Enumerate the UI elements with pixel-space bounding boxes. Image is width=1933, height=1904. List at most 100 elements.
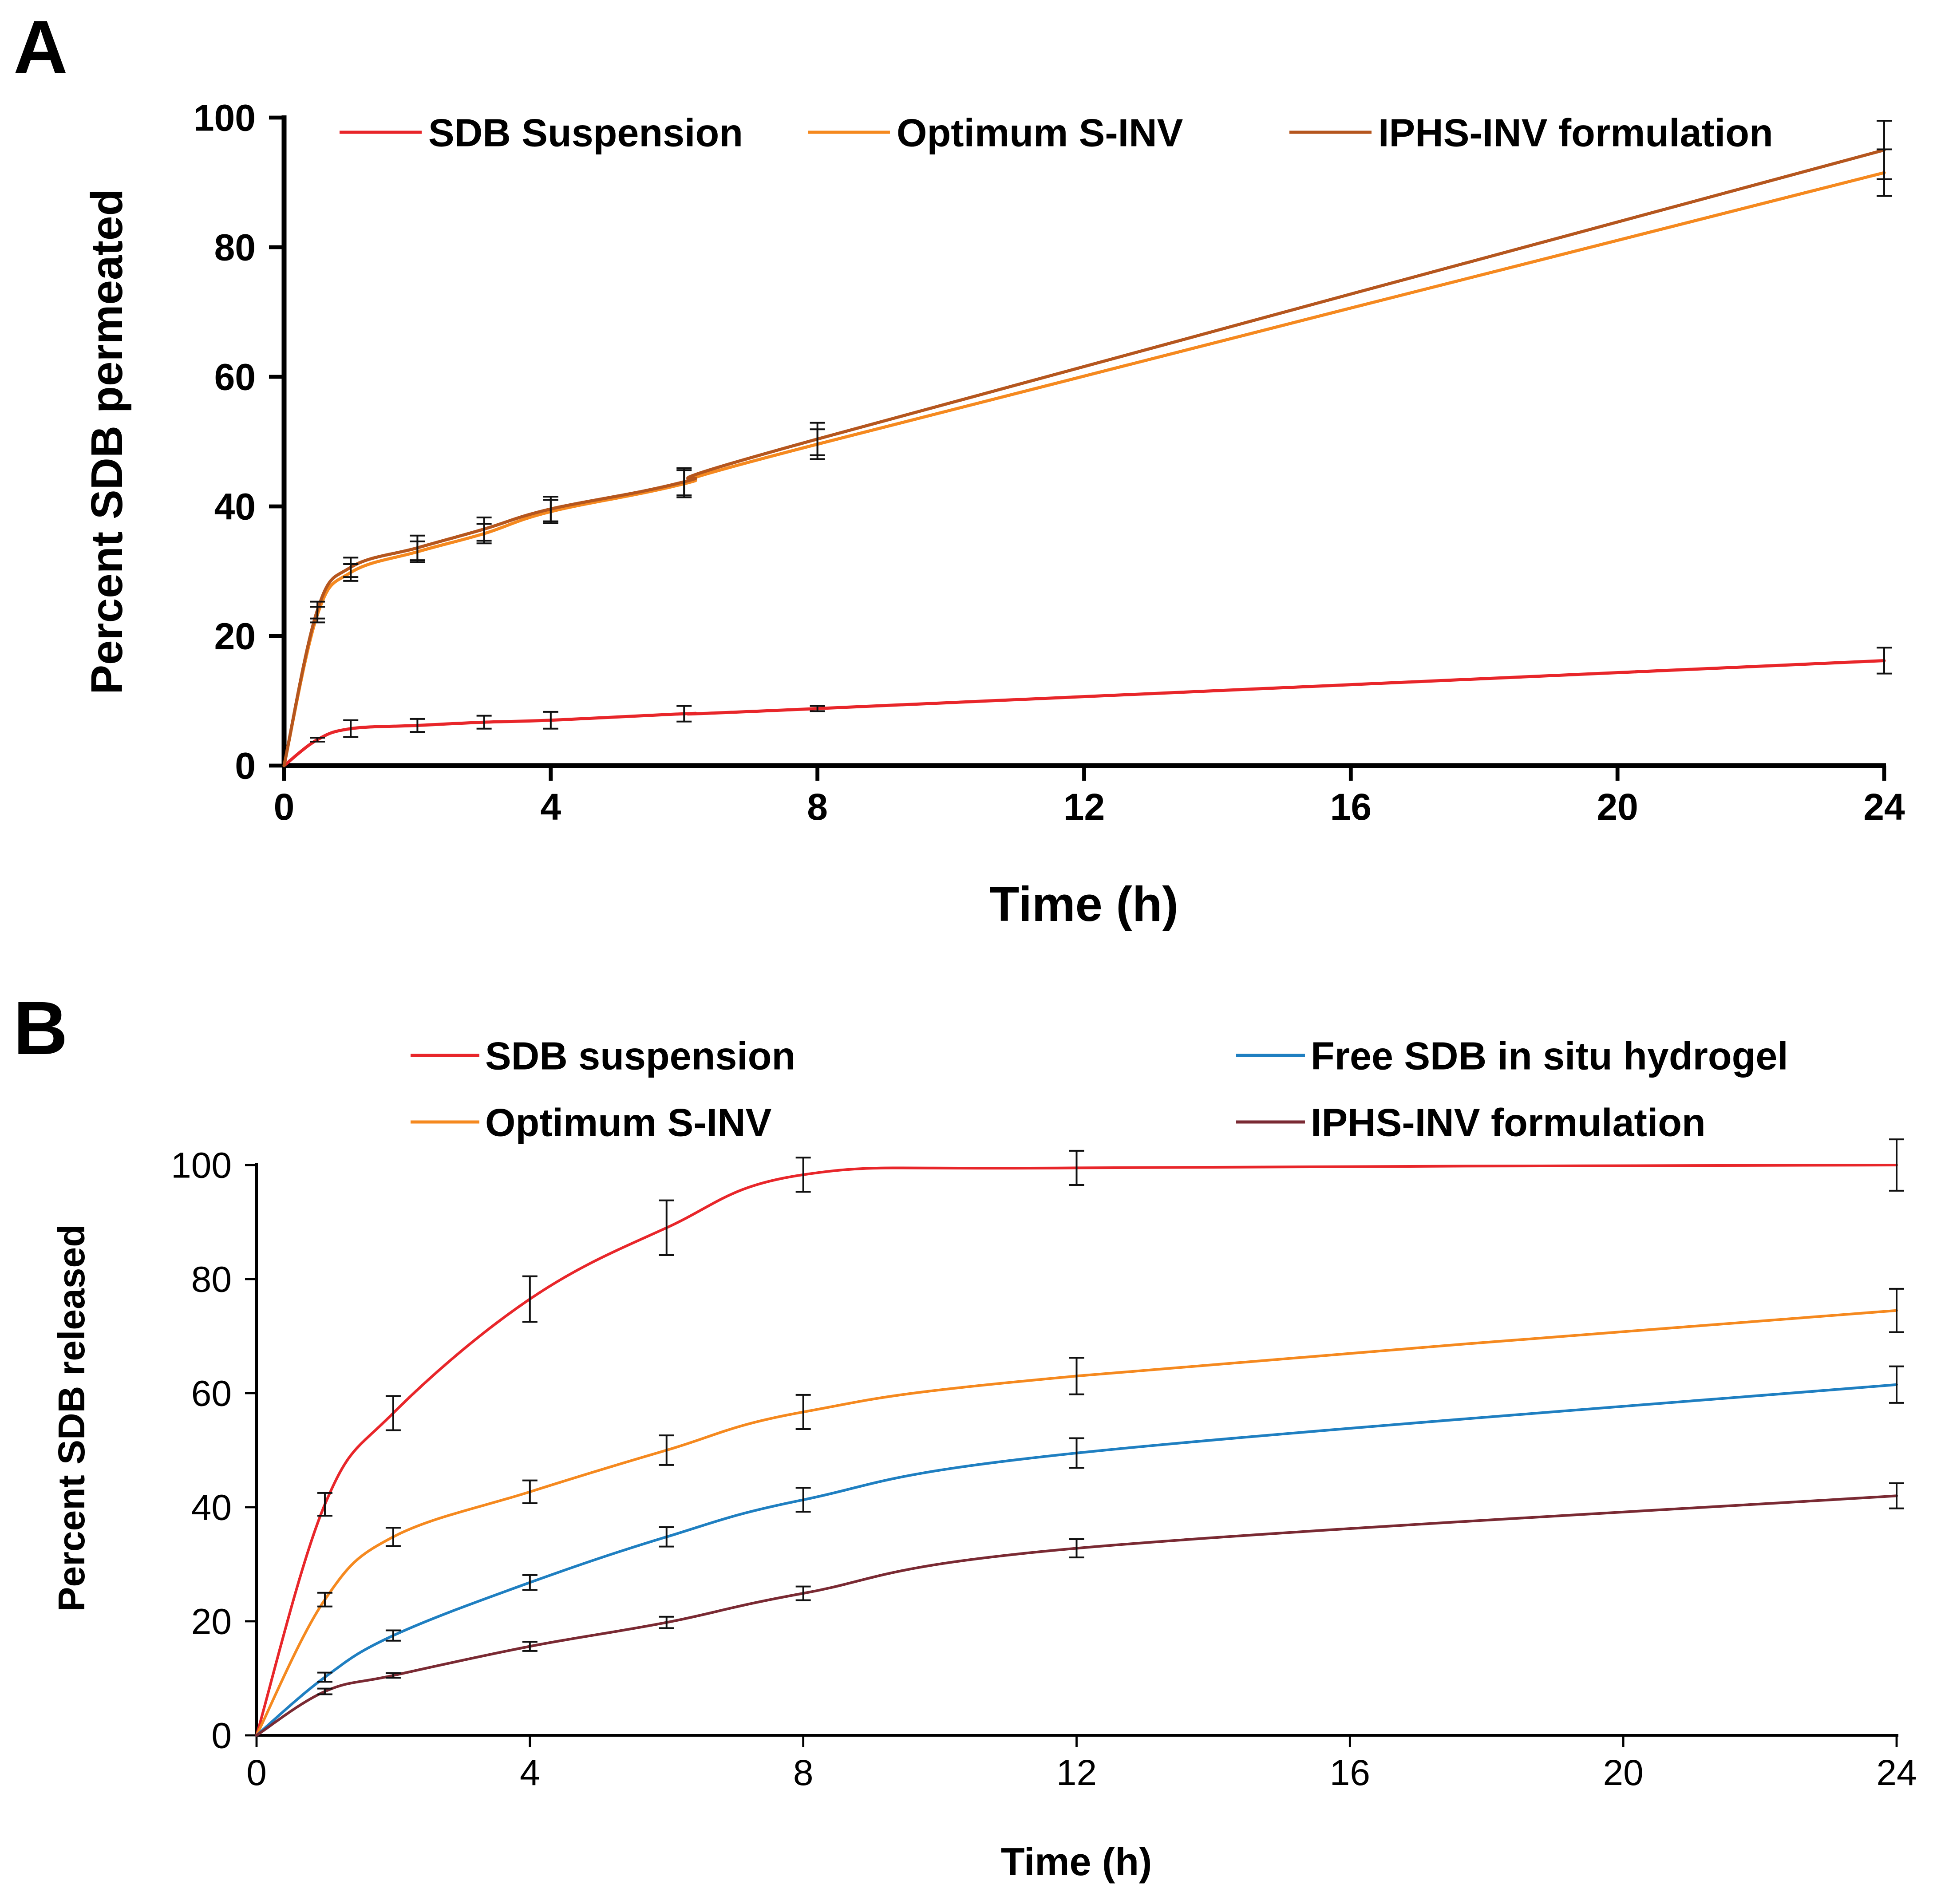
y-tick-label: 40: [191, 1488, 232, 1528]
x-tick-label: 16: [1330, 1753, 1370, 1793]
legend-label: IPHS-INV formulation: [1378, 111, 1773, 155]
error-bar: [1889, 1482, 1904, 1509]
error-bar: [410, 534, 425, 561]
legend-label: Optimum S-INV: [897, 111, 1183, 155]
legend-item: SDB Suspension: [340, 111, 743, 155]
x-tick-label: 20: [1597, 786, 1638, 828]
x-tick-label: 8: [807, 786, 828, 828]
y-tick-label: 40: [214, 486, 256, 527]
y-tick-label: 100: [171, 1146, 232, 1186]
x-tick-label: 0: [246, 1753, 267, 1793]
error-bar: [676, 467, 692, 497]
error-bar: [810, 705, 825, 712]
x-tick-label: 24: [1876, 1753, 1917, 1793]
error-bar: [1069, 1538, 1084, 1559]
error-bar: [659, 1526, 674, 1548]
legend-item: IPHS-INV formulation: [1236, 1101, 1706, 1145]
legend-item: SDB suspension: [411, 1034, 795, 1078]
error-bar: [310, 600, 325, 620]
error-bar: [659, 1199, 674, 1256]
error-bar: [410, 718, 425, 733]
series-line-2: [282, 171, 1886, 767]
error-bar: [317, 1492, 332, 1517]
error-bar: [1877, 647, 1892, 675]
legend: SDB suspension Optimum S-INV Free SDB in s…: [411, 1034, 1788, 1145]
error-bar: [795, 1585, 811, 1601]
series-line-3: [282, 148, 1886, 767]
x-tick-label: 16: [1330, 786, 1372, 828]
error-bar: [522, 1479, 538, 1505]
error-bar: [543, 496, 558, 522]
legend-item: IPHS-INV formulation: [1289, 111, 1773, 155]
error-bar: [343, 557, 359, 578]
error-bar: [1069, 1357, 1084, 1395]
x-tick-label: 12: [1063, 786, 1105, 828]
legend-item: Free SDB in situ hydrogel: [1236, 1034, 1788, 1078]
x-tick-label: 24: [1863, 786, 1905, 828]
panel-label: B: [13, 986, 68, 1071]
x-tick-label: 8: [793, 1753, 814, 1793]
legend-label: IPHS-INV formulation: [1311, 1101, 1706, 1145]
error-bar: [659, 1434, 674, 1466]
legend: SDB Suspension Optimum S-INV IPHS-INV form…: [340, 111, 1773, 155]
error-bar: [1069, 1150, 1084, 1186]
series-line-4: [255, 1494, 1898, 1737]
error-bar: [795, 1394, 811, 1430]
series-line-2: [255, 1309, 1898, 1737]
error-bar: [795, 1157, 811, 1193]
error-bar: [522, 1641, 538, 1652]
x-tick-label: 12: [1056, 1753, 1097, 1793]
y-tick-label: 60: [214, 356, 256, 398]
y-tick-label: 60: [191, 1374, 232, 1414]
legend-item: Optimum S-INV: [411, 1101, 772, 1145]
x-tick-label: 0: [274, 786, 295, 828]
error-bar: [543, 711, 558, 730]
error-bar: [810, 422, 825, 456]
error-bar: [476, 516, 492, 542]
error-bar: [522, 1275, 538, 1323]
error-bar: [385, 1629, 401, 1642]
error-bar: [1889, 1288, 1904, 1333]
error-bar: [310, 737, 325, 743]
legend-label: Optimum S-INV: [485, 1101, 772, 1145]
legend-item: Optimum S-INV: [808, 111, 1183, 155]
y-tick-label: 0: [211, 1716, 232, 1756]
y-tick-label: 20: [214, 615, 256, 657]
x-tick-label: 20: [1603, 1753, 1644, 1793]
chart-panel-A: A 0 20 40 60 80 100 0 4 8 12 16 20 24 Time (h) Percent …: [13, 5, 1905, 932]
chart-panel-B: B 0 20 40 60 80 100 0 4 8 12 16 20 24 Time (h) Percent …: [13, 986, 1917, 1884]
y-tick-label: 20: [191, 1602, 232, 1642]
error-bar: [317, 1687, 332, 1695]
error-bar: [385, 1672, 401, 1679]
panel-label: A: [13, 5, 68, 90]
x-tick-label: 4: [540, 786, 561, 828]
y-axis-title: Percent SDB permeated: [82, 189, 132, 694]
error-bar: [317, 1671, 332, 1683]
x-axis-title: Time (h): [989, 877, 1178, 932]
legend-label: SDB suspension: [485, 1034, 795, 1078]
error-bar: [385, 1395, 401, 1431]
legend-label: SDB Suspension: [428, 111, 743, 155]
y-tick-label: 0: [235, 745, 256, 786]
error-bar: [1069, 1437, 1084, 1469]
error-bar: [522, 1574, 538, 1591]
error-bar: [317, 1592, 332, 1608]
y-axis-title: Percent SDB released: [51, 1224, 92, 1612]
series-line-1: [282, 659, 1886, 767]
y-tick-label: 80: [191, 1260, 232, 1300]
series-line-1: [255, 1164, 1898, 1737]
error-bar: [659, 1616, 674, 1629]
series-line-3: [255, 1383, 1898, 1737]
error-bar: [676, 705, 692, 723]
legend-label: Free SDB in situ hydrogel: [1311, 1034, 1788, 1078]
error-bar: [795, 1487, 811, 1513]
error-bar: [343, 719, 359, 738]
y-tick-label: 80: [214, 226, 256, 268]
x-tick-label: 4: [520, 1753, 540, 1793]
error-bar: [476, 715, 492, 730]
x-axis-title: Time (h): [1001, 1840, 1152, 1884]
error-bar: [385, 1527, 401, 1547]
